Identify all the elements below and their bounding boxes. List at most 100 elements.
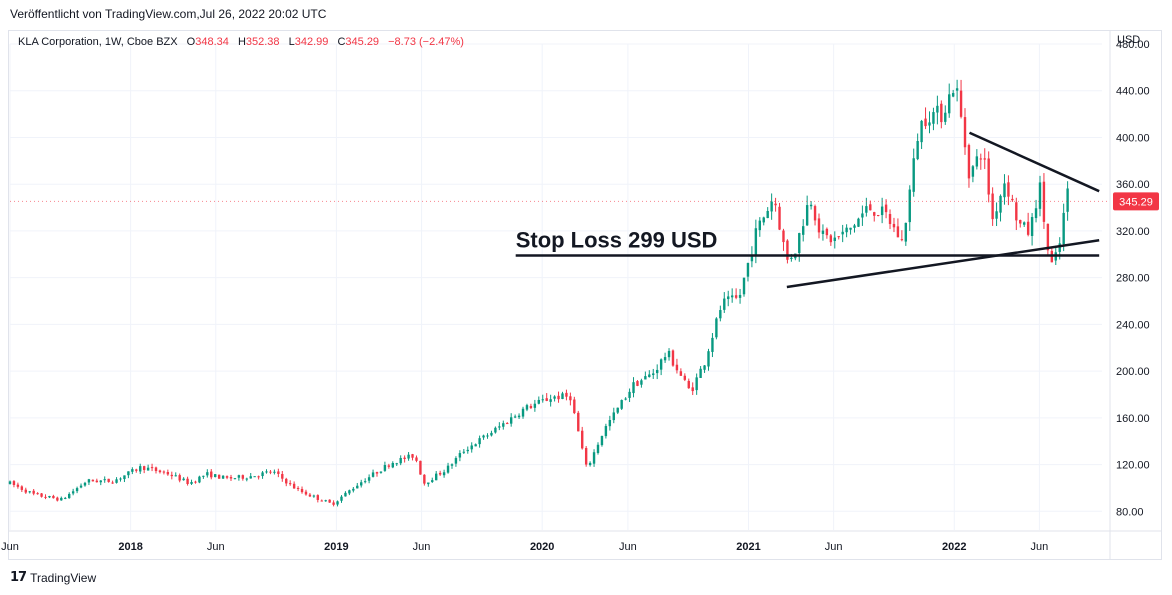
candle-body [415, 457, 418, 461]
candle-body [833, 237, 836, 241]
candle-body [727, 296, 730, 300]
candle-body [612, 412, 615, 421]
candle-body [683, 375, 687, 380]
x-tick-label: 2022 [942, 541, 966, 553]
candle-body [600, 435, 604, 446]
candle-body [616, 407, 619, 413]
candle-body [229, 477, 233, 479]
candle-body [553, 396, 556, 399]
candle-body [83, 482, 87, 486]
candle-body [308, 494, 312, 497]
candle-body [490, 432, 493, 436]
candle-body [1007, 182, 1010, 197]
candle-body [182, 478, 185, 481]
candle-body [198, 476, 201, 483]
candle-body [549, 399, 552, 402]
candle-body [967, 145, 971, 179]
candle-body [316, 495, 320, 500]
candle-body [537, 399, 541, 404]
candle-body [131, 469, 134, 472]
candle-body [876, 215, 880, 217]
x-tick-label: Jun [1031, 541, 1049, 553]
candle-body [581, 430, 584, 449]
tradingview-logo-icon: 17 [10, 570, 27, 585]
candle-body [146, 467, 150, 471]
candle-body [103, 479, 106, 481]
candle-body [671, 350, 675, 366]
candle-body [277, 471, 280, 474]
candle-body [95, 480, 99, 483]
candle-body [1023, 222, 1026, 225]
candle-body [435, 473, 438, 481]
candle-body [423, 474, 426, 484]
candle-body [466, 449, 469, 452]
candle-body [56, 497, 59, 501]
candle-body [474, 444, 477, 447]
footer-branding[interactable]: 17 TradingView [10, 570, 96, 585]
candle-body [8, 481, 12, 484]
candle-body [920, 120, 923, 143]
candle-body [166, 472, 170, 475]
candle-body [304, 491, 308, 495]
candle-body [738, 294, 742, 298]
candle-body [817, 218, 821, 233]
candle-body [482, 435, 485, 438]
candle-body [506, 423, 509, 425]
candle-body [261, 472, 264, 477]
candle-body [344, 492, 347, 497]
candle-body [955, 88, 959, 91]
candle-body [774, 203, 777, 206]
candle-body [813, 206, 817, 221]
candle-body [632, 382, 635, 394]
candle-body [419, 460, 422, 475]
candle-body [348, 490, 351, 494]
candle-body [206, 472, 209, 476]
candle-body [265, 471, 268, 473]
candle-body [403, 457, 406, 459]
x-tick-label: 2018 [118, 541, 142, 553]
x-tick-label: Jun [825, 541, 843, 553]
candle-body [798, 233, 801, 254]
candle-body [924, 118, 927, 127]
candle-body [478, 438, 481, 445]
candle-body [162, 471, 166, 473]
candle-body [640, 380, 643, 385]
y-tick-label: 200.00 [1116, 366, 1150, 378]
candle-body [865, 206, 868, 213]
candle-body [667, 350, 671, 358]
candle-body [719, 310, 722, 319]
candle-body [762, 217, 765, 223]
candle-body [880, 206, 884, 216]
candle-body [292, 483, 296, 489]
candle-body [916, 141, 919, 160]
candle-body [628, 391, 631, 398]
candle-body [648, 374, 651, 378]
stop-loss-label: Stop Loss 299 USD [516, 227, 718, 252]
candle-body [730, 295, 734, 298]
x-tick-label: 2020 [530, 541, 554, 553]
candle-body [766, 210, 769, 219]
candle-body [438, 472, 442, 475]
candle-body [16, 484, 20, 487]
candle-body [210, 471, 213, 478]
candle-body [573, 399, 576, 414]
candle-body [328, 499, 331, 503]
candle-body [269, 471, 272, 473]
currency-label: USD [1117, 34, 1141, 46]
close-label: C [337, 36, 346, 48]
brand-name: TradingView [30, 570, 97, 585]
candle-body [707, 351, 710, 367]
candle-body [1015, 202, 1018, 221]
candle-body [158, 470, 162, 473]
candle-body [857, 218, 860, 227]
candle-body [809, 204, 813, 207]
candle-body [383, 465, 387, 471]
candle-body [912, 158, 915, 192]
candle-body [48, 496, 51, 498]
candle-body [513, 416, 517, 418]
candle-body [257, 476, 260, 478]
candle-body [288, 483, 292, 485]
x-tick-label: Jun [1, 541, 19, 553]
candle-body [324, 500, 327, 502]
